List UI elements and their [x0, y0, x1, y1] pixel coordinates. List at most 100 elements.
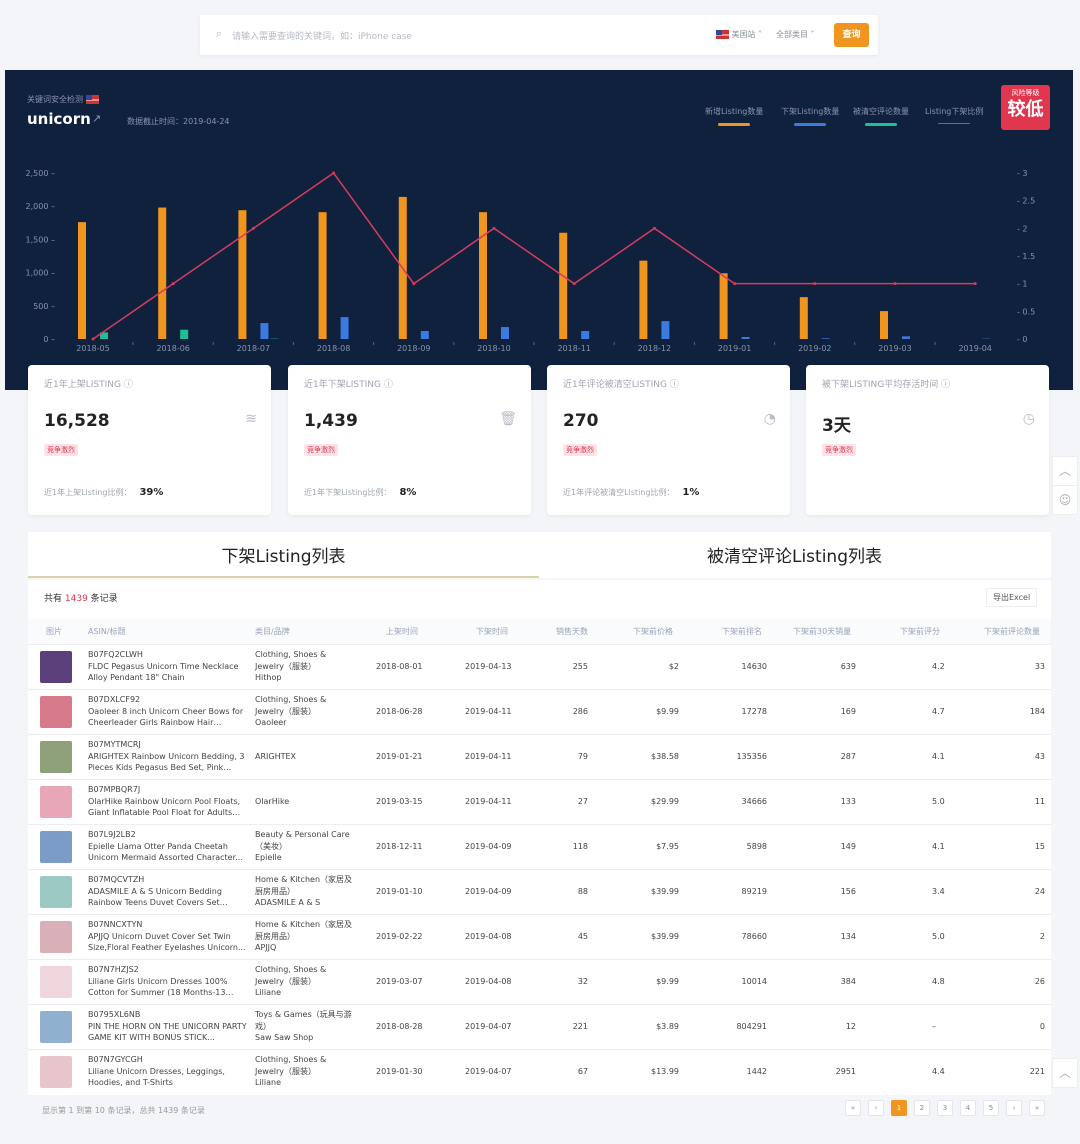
- rating: 5.0: [932, 932, 945, 941]
- pagination-page[interactable]: 2: [914, 1100, 930, 1116]
- search-button[interactable]: 查询: [834, 23, 869, 47]
- y-right-tick-label: - 1.5: [1017, 252, 1035, 261]
- card-title: 近1年评论被清空LISTING ⓘ: [563, 380, 679, 390]
- asin-title[interactable]: B07DXLCF92 Oaoleer 8 inch Unicorn Cheer B…: [88, 695, 244, 727]
- table-row[interactable]: B07L9J2LB2 Epielle Llama Otter Panda Chee…: [28, 824, 1051, 869]
- listed-date: 2019-01-10: [376, 887, 423, 896]
- product-thumbnail[interactable]: [40, 696, 72, 728]
- product-thumbnail[interactable]: [40, 651, 72, 683]
- external-link-icon[interactable]: ↗: [92, 112, 102, 125]
- rank: 89219: [741, 887, 767, 896]
- table-row[interactable]: B07MPBQR7J OlarHike Rainbow Unicorn Pool …: [28, 779, 1051, 824]
- delisted-date: 2019-04-09: [465, 842, 512, 851]
- sales-30d: 12: [845, 1022, 856, 1031]
- asin-title[interactable]: B0795XL6NB PIN THE HORN ON THE UNICORN PA…: [88, 1010, 247, 1042]
- asin-title[interactable]: B07NNCXTYN APJJQ Unicorn Duvet Cover Set …: [88, 920, 246, 952]
- table-row[interactable]: B07DXLCF92 Oaoleer 8 inch Unicorn Cheer B…: [28, 689, 1051, 734]
- product-thumbnail[interactable]: [40, 831, 72, 863]
- table-row[interactable]: B07FQ2CLWH FLDC Pegasus Unicorn Time Neck…: [28, 644, 1051, 689]
- line-point: [251, 226, 255, 230]
- sales-30d: 287: [840, 752, 856, 761]
- card-footer: 近1年上架Listing比例： 39%: [44, 487, 164, 498]
- pagination-prev[interactable]: ‹: [868, 1100, 884, 1116]
- tab-reviews-cleared[interactable]: 被清空评论Listing列表: [706, 547, 882, 567]
- tab-delisted[interactable]: 下架Listing列表: [221, 547, 346, 567]
- rating: 4.8: [932, 977, 945, 986]
- customer-service-avatar[interactable]: ☺: [1052, 485, 1078, 515]
- review-count: 11: [1034, 797, 1045, 806]
- sales-30d: 134: [840, 932, 856, 941]
- y-right-tick-label: - 0.5: [1017, 307, 1035, 316]
- asin-title[interactable]: B07L9J2LB2 Epielle Llama Otter Panda Chee…: [88, 830, 243, 862]
- product-thumbnail[interactable]: [40, 741, 72, 773]
- bar-new-listing: [318, 212, 327, 339]
- table-row[interactable]: B07MQCVTZH ADASMILE A & S Unicorn Bedding…: [28, 869, 1051, 914]
- column-header[interactable]: 销售天数: [556, 627, 588, 636]
- column-header[interactable]: 下架前排名: [722, 627, 762, 636]
- line-point: [733, 282, 737, 286]
- marketplace-select[interactable]: 美国站 ˅: [716, 29, 762, 40]
- y-right-tick-label: - 3: [1017, 169, 1028, 178]
- bar-delisted: [741, 337, 750, 339]
- card-footer: 近1年下架Listing比例： 8%: [304, 487, 417, 498]
- column-header[interactable]: 下架前评论数量: [984, 627, 1040, 636]
- column-header[interactable]: 类目/品牌: [255, 627, 290, 636]
- category-label: 全部类目: [776, 30, 808, 39]
- back-to-top-button[interactable]: ︿: [1052, 1058, 1078, 1088]
- sales-30d: 639: [840, 662, 856, 671]
- price: $39.99: [651, 887, 679, 896]
- pagination-page[interactable]: 5: [983, 1100, 999, 1116]
- asin-title[interactable]: B07MQCVTZH ADASMILE A & S Unicorn Bedding…: [88, 875, 222, 907]
- pagination-first[interactable]: «: [845, 1100, 861, 1116]
- bar-delisted: [821, 338, 830, 339]
- column-header[interactable]: 上架时间: [386, 627, 418, 636]
- legend-reviews-cleared[interactable]: 被清空评论数量: [853, 106, 909, 126]
- rank: 14630: [741, 662, 767, 671]
- pagination-next[interactable]: ›: [1006, 1100, 1022, 1116]
- delisted-date: 2019-04-08: [465, 977, 512, 986]
- asin-title[interactable]: B07MYTMCRJ ARIGHTEX Rainbow Unicorn Beddi…: [88, 740, 245, 772]
- line-point: [813, 282, 817, 286]
- asin-title[interactable]: B07MPBQR7J OlarHike Rainbow Unicorn Pool …: [88, 785, 241, 817]
- column-header[interactable]: 下架前30天销量: [793, 627, 852, 636]
- search-input[interactable]: 请输入需要查询的关键词，如：iPhone case: [232, 32, 412, 42]
- table-row[interactable]: B07N7GYCGH Liliane Unicorn Dresses, Leggi…: [28, 1049, 1051, 1094]
- category-select[interactable]: 全部类目 ˅: [776, 30, 815, 39]
- legend-delisted[interactable]: 下架Listing数量: [781, 106, 839, 126]
- asin-title[interactable]: B07N7HZJS2 Liliane Girls Unicorn Dresses …: [88, 965, 228, 997]
- pagination-last[interactable]: »: [1029, 1100, 1045, 1116]
- product-thumbnail[interactable]: [40, 1056, 72, 1088]
- column-header[interactable]: ASIN/标题: [88, 627, 126, 636]
- listing-chart: 0 – 500 – 1,000 – 1,500 – 2,000 – 2,500 – - 0 -…: [26, 169, 1036, 353]
- table-row[interactable]: B0795XL6NB PIN THE HORN ON THE UNICORN PA…: [28, 1004, 1051, 1049]
- bar-delisted: [902, 336, 910, 339]
- x-tick-label: 2018-11: [557, 344, 590, 353]
- product-thumbnail[interactable]: [40, 921, 72, 953]
- legend-new-listing[interactable]: 新增Listing数量: [705, 106, 763, 126]
- x-tick-label: 2018-08: [317, 344, 350, 353]
- pagination-page[interactable]: 4: [960, 1100, 976, 1116]
- product-thumbnail[interactable]: [40, 786, 72, 818]
- bar-new-listing: [158, 207, 167, 339]
- legend-delist-ratio[interactable]: Listing下架比例: [925, 106, 983, 124]
- asin-title[interactable]: B07N7GYCGH Liliane Unicorn Dresses, Leggi…: [88, 1055, 225, 1087]
- pagination-page[interactable]: 3: [937, 1100, 953, 1116]
- table-row[interactable]: B07NNCXTYN APJJQ Unicorn Duvet Cover Set …: [28, 914, 1051, 959]
- scroll-top-button[interactable]: ︿: [1052, 456, 1078, 486]
- column-header[interactable]: 图片: [46, 627, 62, 636]
- sales-30d: 169: [840, 707, 856, 716]
- price: $38.58: [651, 752, 679, 761]
- rank: 1442: [746, 1067, 767, 1076]
- category-brand: OlarHike: [255, 797, 290, 806]
- column-header[interactable]: 下架时间: [476, 627, 508, 636]
- column-header[interactable]: 下架前价格: [633, 627, 673, 636]
- product-thumbnail[interactable]: [40, 966, 72, 998]
- column-header[interactable]: 下架前评分: [900, 627, 940, 636]
- asin-title[interactable]: B07FQ2CLWH FLDC Pegasus Unicorn Time Neck…: [88, 650, 239, 682]
- product-thumbnail[interactable]: [40, 1011, 72, 1043]
- table-row[interactable]: B07N7HZJS2 Liliane Girls Unicorn Dresses …: [28, 959, 1051, 1004]
- table-row[interactable]: B07MYTMCRJ ARIGHTEX Rainbow Unicorn Beddi…: [28, 734, 1051, 779]
- product-thumbnail[interactable]: [40, 876, 72, 908]
- export-excel-button[interactable]: 导出Excel: [986, 588, 1038, 607]
- pagination-page[interactable]: 1: [891, 1100, 907, 1116]
